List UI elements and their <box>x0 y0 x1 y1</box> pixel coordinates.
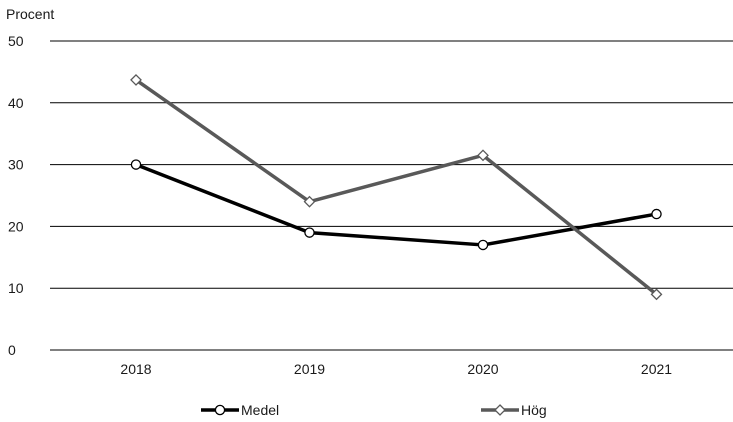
data-point-h-g <box>303 195 316 208</box>
y-tick-label: 40 <box>8 95 24 111</box>
series-line-h-g <box>134 78 658 296</box>
y-tick-label: 0 <box>8 342 16 358</box>
x-tick-label: 2021 <box>641 361 672 377</box>
gridlines <box>50 40 733 351</box>
legend-marker-medel <box>214 404 226 416</box>
legend-marker-h-g <box>494 404 506 416</box>
x-tick-labels: 2018 2019 2020 2021 <box>120 361 672 377</box>
data-point-h-g <box>130 74 142 86</box>
y-tick-label: 50 <box>8 33 24 49</box>
series-line-medel <box>135 162 657 247</box>
data-point-h-g <box>650 288 663 301</box>
y-tick-label: 30 <box>8 157 24 173</box>
data-point-medel <box>477 239 489 251</box>
y-tick-labels: 0 10 20 30 40 50 <box>8 33 24 358</box>
data-point-medel <box>130 159 142 170</box>
x-tick-label: 2018 <box>120 361 151 377</box>
series-medel <box>130 159 662 251</box>
series-h-g <box>130 74 663 301</box>
x-tick-label: 2019 <box>294 361 325 377</box>
y-axis-label: Procent <box>6 6 54 22</box>
legend-label-medel: Medel <box>241 402 279 418</box>
data-point-h-g <box>477 149 489 162</box>
legend-item-h-g: Hög <box>481 402 547 418</box>
legend: Medel Hög <box>201 402 547 418</box>
legend-item-medel: Medel <box>201 402 279 418</box>
series-lines <box>130 74 663 301</box>
legend-label-h-g: Hög <box>521 402 547 418</box>
x-tick-label: 2020 <box>467 361 498 377</box>
y-tick-label: 20 <box>8 218 24 234</box>
data-point-medel <box>304 227 315 238</box>
data-point-medel <box>651 208 662 220</box>
y-tick-label: 10 <box>8 280 24 296</box>
